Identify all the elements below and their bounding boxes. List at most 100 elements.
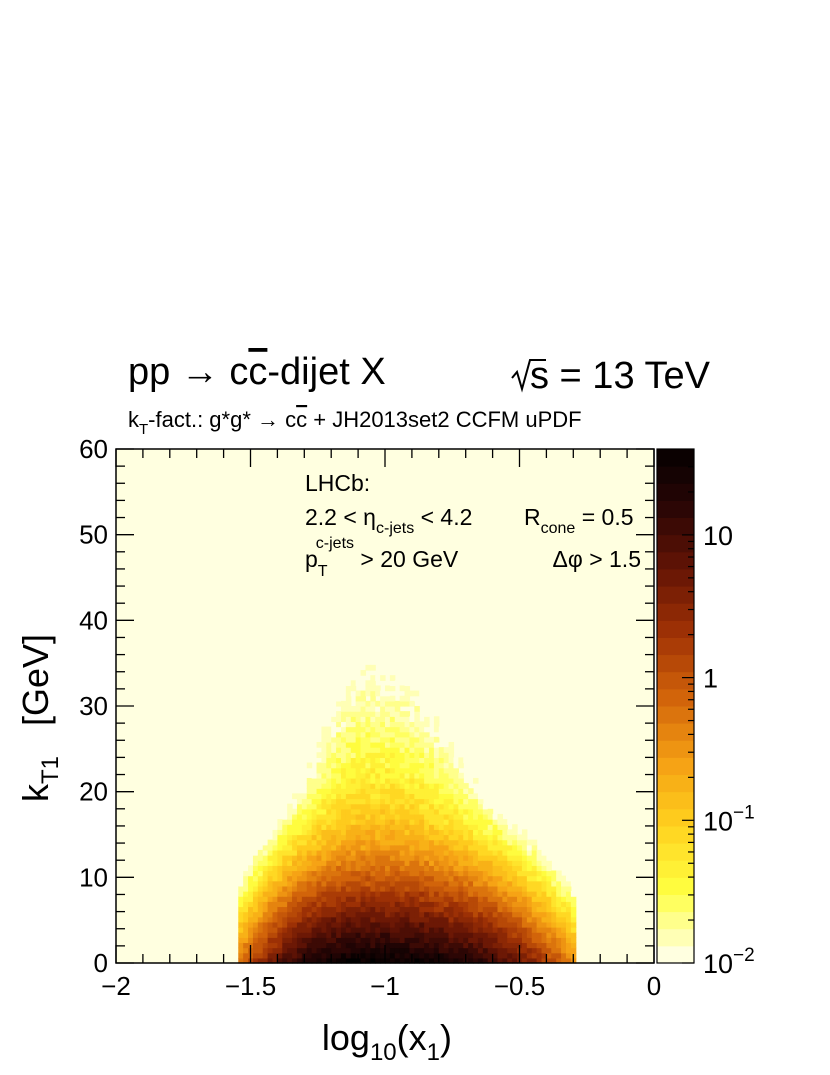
heatmap-cell <box>375 716 381 723</box>
heatmap-cell <box>473 885 479 892</box>
heatmap-cell <box>521 901 528 908</box>
heatmap-cell <box>512 834 518 841</box>
heatmap-cell <box>492 916 499 923</box>
heatmap-cell <box>355 736 362 743</box>
heatmap-cell <box>424 906 430 913</box>
heatmap-cell <box>287 849 293 856</box>
heatmap-cell <box>536 952 543 959</box>
heatmap-cell <box>497 932 503 938</box>
heatmap-cell <box>340 752 347 758</box>
heatmap-cell <box>463 849 469 856</box>
heatmap-cell <box>277 916 283 923</box>
heatmap-cell <box>414 711 420 717</box>
heatmap-cell <box>414 880 420 887</box>
heatmap-cell <box>389 957 396 964</box>
heatmap-cell <box>541 947 547 954</box>
heatmap-cell <box>345 736 352 743</box>
heatmap-cell <box>316 916 323 923</box>
heatmap-cell <box>404 711 411 717</box>
heatmap-cell <box>336 695 342 702</box>
heatmap-cell <box>492 927 499 933</box>
heatmap-cell <box>448 891 455 897</box>
heatmap-cell <box>316 849 323 856</box>
heatmap-cell <box>458 891 464 897</box>
heatmap-cell <box>526 937 533 944</box>
heatmap-cell <box>238 927 244 933</box>
heatmap-cell <box>399 824 406 830</box>
heatmap-cell <box>463 875 469 882</box>
heatmap-cell <box>492 952 499 959</box>
heatmap-cell <box>326 726 332 733</box>
heatmap-cell <box>438 932 445 938</box>
heatmap-cell <box>492 860 499 866</box>
heatmap-cell <box>257 952 264 959</box>
heatmap-cell <box>531 860 538 866</box>
heatmap-cell <box>438 783 445 789</box>
heatmap-cell <box>331 834 337 841</box>
heatmap-cell <box>443 921 450 928</box>
heatmap-cell <box>277 824 283 830</box>
heatmap-cell <box>546 947 552 954</box>
heatmap-cell <box>389 747 396 753</box>
heatmap-cell <box>512 906 518 913</box>
heatmap-cell <box>394 726 401 733</box>
heatmap-cell <box>414 916 420 923</box>
heatmap-cell <box>370 783 376 789</box>
heatmap-cell <box>409 880 415 887</box>
heatmap-cell <box>424 819 430 825</box>
heatmap-cell <box>526 952 533 959</box>
heatmap-cell <box>521 860 528 866</box>
heatmap-cell <box>370 721 376 728</box>
heatmap-cell <box>316 921 323 928</box>
heatmap-cell <box>394 700 401 707</box>
heatmap-cell <box>272 875 278 882</box>
heatmap-cell <box>336 942 342 949</box>
heatmap-cell <box>419 783 425 789</box>
heatmap-cell <box>248 937 254 944</box>
heatmap-cell <box>350 916 357 923</box>
heatmap-cell <box>326 952 332 959</box>
heatmap-cell <box>336 772 342 779</box>
heatmap-cell <box>385 721 391 728</box>
heatmap-cell <box>331 952 337 959</box>
heatmap-cell <box>526 891 533 897</box>
heatmap-cell <box>487 819 494 825</box>
heatmap-cell <box>375 711 381 717</box>
heatmap-cell <box>561 942 567 949</box>
heatmap-cell <box>385 824 391 830</box>
heatmap-cell <box>306 865 313 872</box>
heatmap-cell <box>326 885 332 892</box>
heatmap-cell <box>360 706 367 712</box>
heatmap-cell <box>561 952 567 959</box>
heatmap-cell <box>536 932 543 938</box>
heatmap-cell <box>385 788 391 794</box>
heatmap-cell <box>365 855 371 861</box>
heatmap-cell <box>561 927 567 933</box>
heatmap-cell <box>482 937 489 944</box>
heatmap-cell <box>316 783 323 789</box>
heatmap-cell <box>526 865 533 872</box>
heatmap-cell <box>292 808 298 815</box>
heatmap-cell <box>380 706 386 712</box>
heatmap-cell <box>306 819 313 825</box>
heatmap-cell <box>301 927 308 933</box>
heatmap-cell <box>433 896 440 902</box>
heatmap-cell <box>443 927 450 933</box>
heatmap-cell <box>473 937 479 944</box>
heatmap-cell <box>463 906 469 913</box>
heatmap-cell <box>340 808 347 815</box>
heatmap-cell <box>463 937 469 944</box>
heatmap-cell <box>565 947 572 954</box>
heatmap-cell <box>487 839 494 846</box>
heatmap-cell <box>477 798 484 805</box>
heatmap-cell <box>365 860 371 866</box>
heatmap-cell <box>345 921 352 928</box>
heatmap-cell <box>438 937 445 944</box>
heatmap-cell <box>321 716 327 723</box>
heatmap-cell <box>429 834 435 841</box>
heatmap-cell <box>565 891 572 897</box>
heatmap-cell <box>424 731 430 738</box>
heatmap-cell <box>321 834 327 841</box>
heatmap-cell <box>301 783 308 789</box>
heatmap-cell <box>380 860 386 866</box>
